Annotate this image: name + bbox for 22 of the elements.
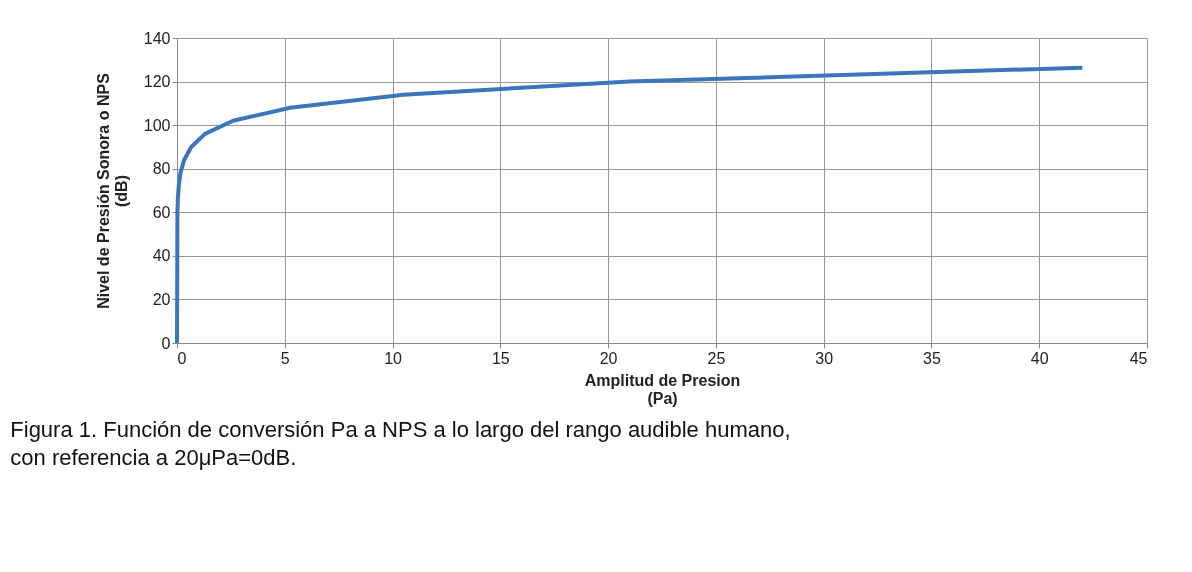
x-tick-label: 45 [1129, 349, 1148, 367]
y-tick-label: 120 [143, 73, 171, 91]
text: Figura 1. Función de conversión Pa a NPS a lo largo del rango audible humano, con referencia a 20μPa=0dB. [10, 417, 791, 470]
x-tick-label: 20 [599, 349, 618, 367]
y-tick-label: 0 [161, 334, 171, 352]
y-tick-label: 40 [152, 247, 171, 265]
x-tick-label: 0 [177, 349, 187, 367]
y-tick-label: 140 [143, 29, 171, 47]
x-axis-title: Amplitud de Presion (Pa) [584, 371, 741, 407]
y-axis-title: Nivel de Presión Sonora o NPS (dB) [94, 72, 130, 309]
y-tick-label: 80 [152, 160, 171, 178]
x-tick-label: 15 [491, 349, 510, 367]
x-tick-label: 10 [384, 349, 403, 367]
x-tick-label: 5 [280, 349, 290, 367]
x-tick-label: 30 [815, 349, 834, 367]
x-tick-label: 25 [707, 349, 726, 367]
y-tick-label: 100 [143, 116, 171, 134]
line-series [175, 65, 1085, 345]
y-tick-label: 60 [152, 203, 171, 221]
x-tick-label: 35 [923, 349, 941, 367]
y-tick-label: 20 [152, 290, 171, 308]
x-tick-label: 40 [1030, 349, 1049, 367]
